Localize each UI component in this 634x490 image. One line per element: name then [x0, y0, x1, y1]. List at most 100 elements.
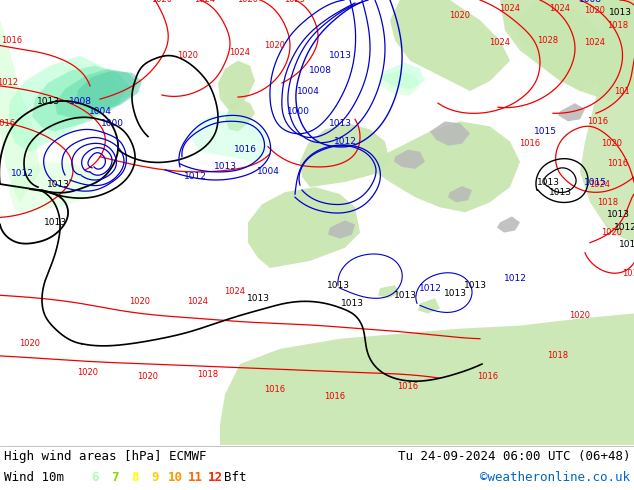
Text: 1020: 1020	[569, 311, 590, 320]
Text: 1020: 1020	[129, 297, 150, 306]
Polygon shape	[378, 71, 420, 96]
Text: 1013: 1013	[609, 8, 631, 17]
Text: 101: 101	[622, 269, 634, 277]
Polygon shape	[55, 69, 138, 120]
Text: 1015: 1015	[583, 177, 607, 187]
Text: 1018: 1018	[547, 351, 569, 361]
Text: 1020: 1020	[238, 0, 259, 4]
Text: 1013: 1013	[247, 294, 269, 303]
Text: 1013: 1013	[607, 210, 630, 219]
Polygon shape	[225, 99, 255, 131]
Text: 1016: 1016	[398, 382, 418, 391]
Text: 1004: 1004	[89, 107, 112, 116]
Polygon shape	[370, 122, 520, 212]
Text: 10: 10	[167, 471, 183, 485]
Polygon shape	[218, 61, 255, 111]
Text: 1016: 1016	[325, 392, 346, 401]
Text: 1013: 1013	[44, 218, 67, 227]
Text: 1018: 1018	[197, 369, 219, 379]
Polygon shape	[378, 285, 400, 298]
Polygon shape	[390, 0, 510, 91]
Text: 1012: 1012	[614, 223, 634, 232]
Text: 1013: 1013	[340, 299, 363, 308]
Polygon shape	[300, 123, 390, 187]
Text: 1028: 1028	[538, 36, 559, 45]
Text: 1000: 1000	[287, 107, 309, 116]
Text: 1004: 1004	[257, 168, 280, 176]
Text: 1013: 1013	[536, 177, 559, 187]
Text: 101: 101	[614, 87, 630, 96]
Polygon shape	[8, 162, 100, 212]
Text: 1008: 1008	[309, 66, 332, 75]
Text: 1024: 1024	[489, 38, 510, 47]
Text: 1012: 1012	[503, 273, 526, 283]
Text: 1020: 1020	[585, 5, 605, 15]
Text: 1013: 1013	[328, 51, 351, 60]
Text: 1024: 1024	[590, 179, 611, 189]
Text: 1020: 1020	[602, 139, 623, 148]
Text: 1013: 1013	[46, 179, 70, 189]
Text: 1018: 1018	[607, 21, 628, 30]
Text: 1015: 1015	[533, 127, 557, 136]
Text: Tu 24-09-2024 06:00 UTC (06+48): Tu 24-09-2024 06:00 UTC (06+48)	[398, 450, 630, 464]
Text: 1020: 1020	[450, 11, 470, 20]
Text: 1024: 1024	[230, 48, 250, 57]
Text: 1008: 1008	[578, 0, 602, 4]
Text: 1013: 1013	[214, 162, 236, 171]
Polygon shape	[32, 66, 130, 131]
Text: 1013: 1013	[463, 281, 486, 290]
Text: 1008: 1008	[68, 97, 91, 106]
Text: 1013: 1013	[394, 291, 417, 300]
Text: 1024: 1024	[585, 38, 605, 47]
Text: 1020: 1020	[264, 41, 285, 50]
Text: 1020: 1020	[152, 0, 172, 4]
Text: 1024: 1024	[550, 3, 571, 13]
Text: 1020: 1020	[602, 228, 623, 237]
Polygon shape	[430, 122, 470, 146]
Text: 12: 12	[207, 471, 223, 485]
Polygon shape	[500, 0, 620, 91]
Text: 1013: 1013	[619, 240, 634, 249]
Text: 1012: 1012	[0, 78, 18, 87]
Text: 1024: 1024	[195, 0, 216, 4]
Text: 1025: 1025	[285, 0, 306, 4]
Text: 1024: 1024	[500, 3, 521, 13]
Polygon shape	[418, 298, 440, 314]
Text: 1018: 1018	[597, 198, 619, 207]
Text: 1020: 1020	[138, 371, 158, 381]
Polygon shape	[0, 20, 40, 202]
Text: 1013: 1013	[328, 119, 351, 128]
Text: ©weatheronline.co.uk: ©weatheronline.co.uk	[480, 471, 630, 485]
Polygon shape	[220, 314, 634, 445]
Text: 1012: 1012	[184, 172, 207, 181]
Text: 1016: 1016	[519, 139, 541, 148]
Text: Wind 10m: Wind 10m	[4, 471, 64, 485]
Polygon shape	[448, 186, 472, 202]
Polygon shape	[190, 111, 270, 162]
Polygon shape	[76, 71, 142, 111]
Polygon shape	[394, 149, 425, 169]
Text: 11: 11	[188, 471, 202, 485]
Text: 1004: 1004	[297, 87, 320, 96]
Polygon shape	[382, 63, 425, 89]
Text: 7: 7	[111, 471, 119, 485]
Text: 1024: 1024	[224, 287, 245, 296]
Text: 1016: 1016	[233, 145, 257, 154]
Text: 1013: 1013	[444, 289, 467, 298]
Text: 1012: 1012	[418, 284, 441, 293]
Polygon shape	[8, 56, 120, 152]
Text: 1020: 1020	[20, 339, 41, 348]
Polygon shape	[580, 0, 634, 243]
Text: 1012: 1012	[333, 137, 356, 146]
Text: 9: 9	[152, 471, 158, 485]
Text: 1016: 1016	[607, 159, 628, 168]
Polygon shape	[515, 0, 634, 101]
Polygon shape	[248, 187, 360, 268]
Text: High wind areas [hPa] ECMWF: High wind areas [hPa] ECMWF	[4, 450, 207, 464]
Polygon shape	[497, 217, 520, 233]
Text: 1013: 1013	[37, 97, 60, 106]
Text: 1013: 1013	[327, 281, 349, 290]
Text: 6: 6	[91, 471, 99, 485]
Polygon shape	[328, 220, 355, 239]
Text: 1020: 1020	[178, 51, 198, 60]
